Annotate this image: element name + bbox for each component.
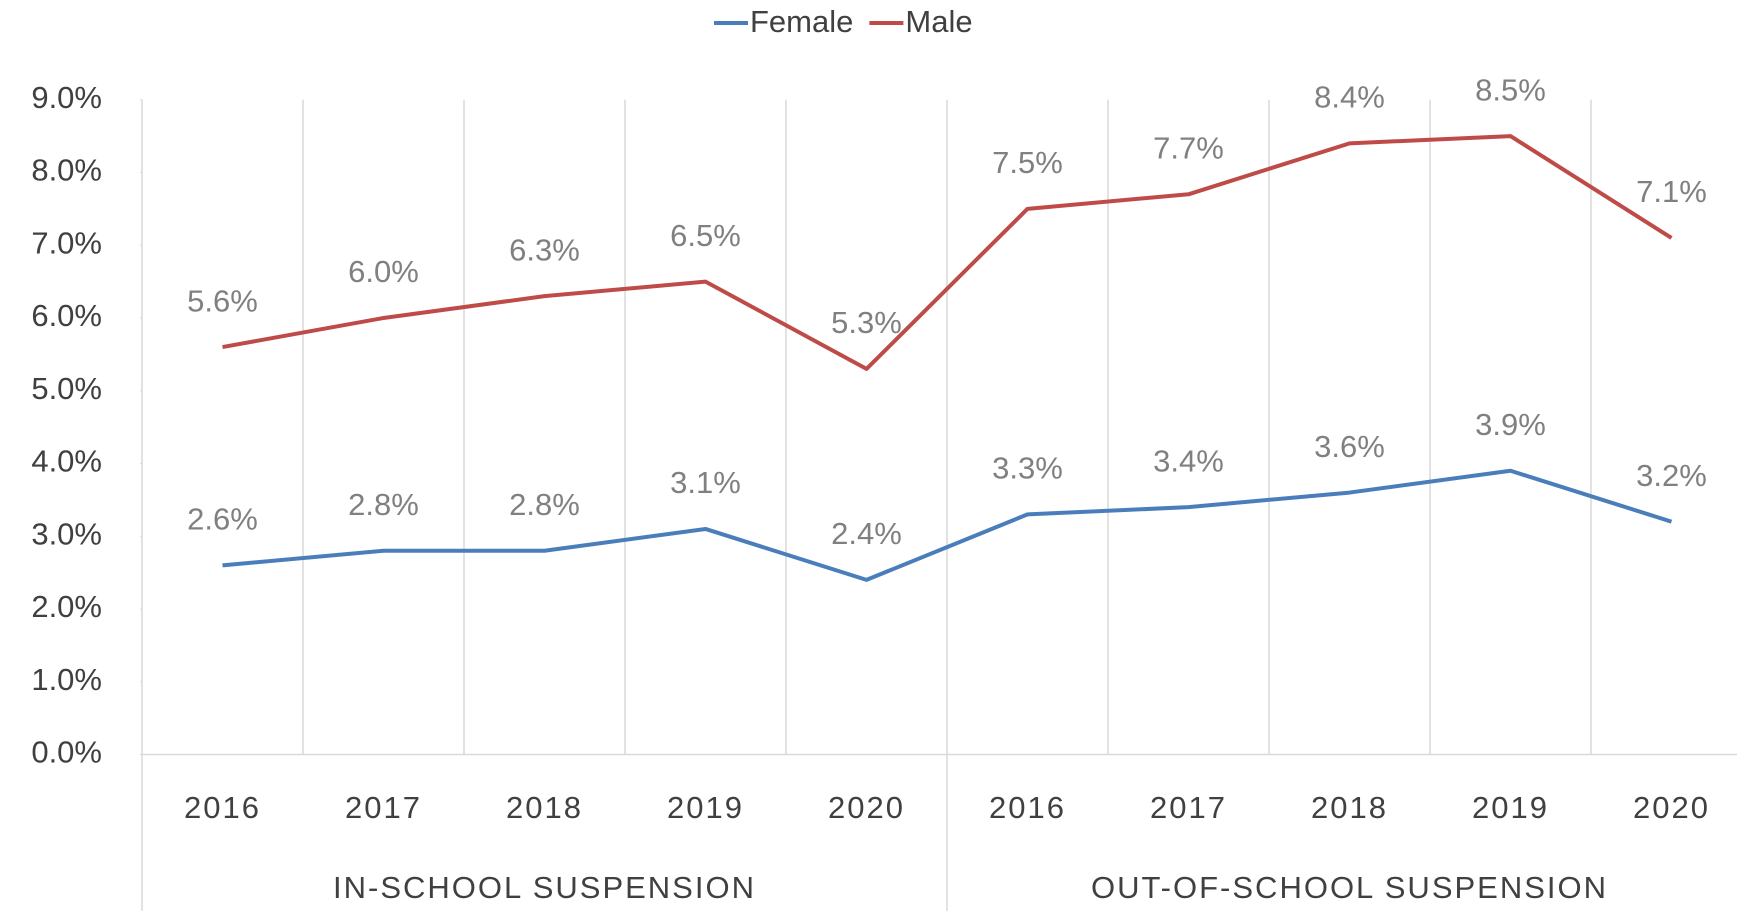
data-label: 3.9% xyxy=(1475,407,1546,442)
data-label: 3.6% xyxy=(1314,429,1385,464)
data-label: 3.1% xyxy=(670,465,741,500)
data-label: 3.4% xyxy=(1153,443,1224,478)
y-tick-label: 4.0% xyxy=(31,444,102,479)
data-label: 2.8% xyxy=(348,487,419,522)
data-label: 2.6% xyxy=(187,502,258,537)
x-tick-label: 2017 xyxy=(345,790,422,825)
y-tick-label: 1.0% xyxy=(31,662,102,697)
y-tick-label: 0.0% xyxy=(31,735,102,770)
x-tick-label: 2016 xyxy=(184,790,261,825)
data-label: 7.5% xyxy=(992,145,1063,180)
data-label: 7.7% xyxy=(1153,130,1224,165)
y-tick-label: 8.0% xyxy=(31,153,102,188)
data-label: 5.3% xyxy=(831,305,902,340)
data-label: 6.5% xyxy=(670,218,741,253)
x-tick-label: 2018 xyxy=(1311,790,1388,825)
y-tick-label: 5.0% xyxy=(31,371,102,406)
data-label: 6.0% xyxy=(348,254,419,289)
y-tick-label: 3.0% xyxy=(31,516,102,551)
x-tick-label: 2018 xyxy=(506,790,583,825)
data-label: 3.2% xyxy=(1636,458,1707,493)
x-tick-label: 2016 xyxy=(989,790,1066,825)
legend-label: Male xyxy=(905,4,972,39)
data-label: 7.1% xyxy=(1636,174,1707,209)
data-label: 8.4% xyxy=(1314,80,1385,115)
y-tick-label: 2.0% xyxy=(31,589,102,624)
y-tick-label: 7.0% xyxy=(31,225,102,260)
x-tick-label: 2020 xyxy=(828,790,905,825)
group-label: OUT-OF-SCHOOL SUSPENSION xyxy=(1091,870,1608,905)
x-tick-label: 2017 xyxy=(1150,790,1227,825)
data-label: 8.5% xyxy=(1475,72,1546,107)
data-label: 2.8% xyxy=(509,487,580,522)
legend-label: Female xyxy=(750,4,853,39)
group-label: IN-SCHOOL SUSPENSION xyxy=(333,870,756,905)
y-tick-label: 6.0% xyxy=(31,298,102,333)
data-label: 2.4% xyxy=(831,516,902,551)
y-tick-label: 9.0% xyxy=(31,80,102,115)
series-line xyxy=(222,468,1673,582)
series-line xyxy=(222,134,1673,371)
x-tick-label: 2019 xyxy=(667,790,744,825)
x-tick-label: 2020 xyxy=(1633,790,1710,825)
data-label: 3.3% xyxy=(992,451,1063,486)
data-label: 6.3% xyxy=(509,232,580,267)
x-tick-label: 2019 xyxy=(1472,790,1549,825)
data-label: 5.6% xyxy=(187,283,258,318)
